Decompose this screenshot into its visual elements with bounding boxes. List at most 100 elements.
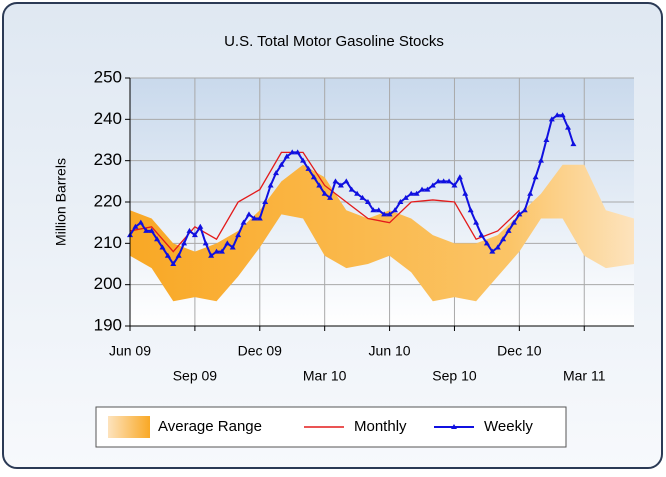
marker [191,232,198,238]
marker [316,182,323,188]
marker [543,137,550,142]
marker [505,227,512,233]
marker [132,223,139,229]
chart-title: U.S. Total Motor Gasoline Stocks [224,33,444,50]
x-tick-label: Mar 11 [563,368,606,384]
marker [413,190,420,196]
marker [554,112,561,118]
y-tick-label: 190 [94,315,122,334]
marker [402,194,409,200]
marker [359,194,366,200]
y-tick-label: 200 [94,274,122,293]
marker [159,244,166,250]
marker [570,141,577,147]
marker [381,211,388,217]
marker [164,252,171,258]
marker [310,174,317,180]
marker [256,215,263,221]
marker [532,174,539,180]
marker [397,199,404,204]
marker [251,215,258,221]
x-tick-label: Sep 10 [432,368,477,384]
marker [348,186,355,192]
marker [245,211,252,217]
marker [300,157,307,163]
marker [267,182,274,188]
marker [462,190,469,196]
average-range [130,164,634,302]
marker [137,219,144,225]
marker [510,219,517,225]
marker [186,227,193,233]
marker [500,236,507,242]
y-tick-label: 230 [94,150,122,169]
marker [175,252,182,258]
marker [181,240,188,246]
marker [208,252,215,258]
marker [170,261,177,266]
marker [375,207,382,213]
marker [419,186,426,192]
marker [516,211,523,217]
line [129,151,520,253]
marker [386,211,393,217]
x-tick-label: Jun 10 [369,343,411,359]
marker [537,157,544,163]
x-tick-label: Dec 09 [238,343,283,359]
marker [565,124,572,130]
y-tick-label: 240 [94,109,122,128]
marker [483,240,490,246]
marker [229,244,236,250]
marker [332,178,339,184]
marker [521,207,528,213]
x-tick-label: Jun 09 [109,343,151,359]
marker [370,207,377,213]
marker [283,153,290,159]
marker [343,178,350,184]
marker [429,182,436,188]
marker [473,219,480,225]
y-tick-label: 210 [94,233,122,252]
y-tick-label: 220 [94,191,122,210]
marker [218,248,225,254]
marker [148,227,155,233]
marker [224,240,231,246]
marker [289,149,296,155]
marker [424,186,431,192]
marker [278,161,285,167]
marker [478,232,485,238]
x-tick-label: Sep 09 [173,368,218,384]
marker [440,178,447,184]
marker [262,199,269,204]
marker [456,174,463,180]
marker [240,219,247,225]
marker [143,227,150,233]
marker [213,248,220,254]
marker [235,232,242,238]
marker [337,182,344,188]
marker [327,194,334,200]
marker [446,178,453,184]
marker [321,190,328,196]
x-tick-label: Mar 10 [303,368,347,384]
marker [197,223,204,229]
y-tick-label: 250 [94,67,122,86]
marker [364,199,371,204]
marker [489,248,496,254]
legend-label: Weekly [484,418,533,435]
marker [354,190,361,196]
marker [527,190,534,196]
legend-swatch [108,416,150,438]
legend-label: Monthly [354,418,407,435]
marker [494,244,501,250]
marker [548,116,555,122]
marker [202,240,209,246]
marker [451,182,458,188]
marker [154,236,161,242]
marker [305,165,312,171]
legend-marker [451,424,457,429]
x-tick-label: Dec 10 [497,343,542,359]
y-axis-label: Million Barrels [53,158,69,246]
marker [435,178,442,184]
